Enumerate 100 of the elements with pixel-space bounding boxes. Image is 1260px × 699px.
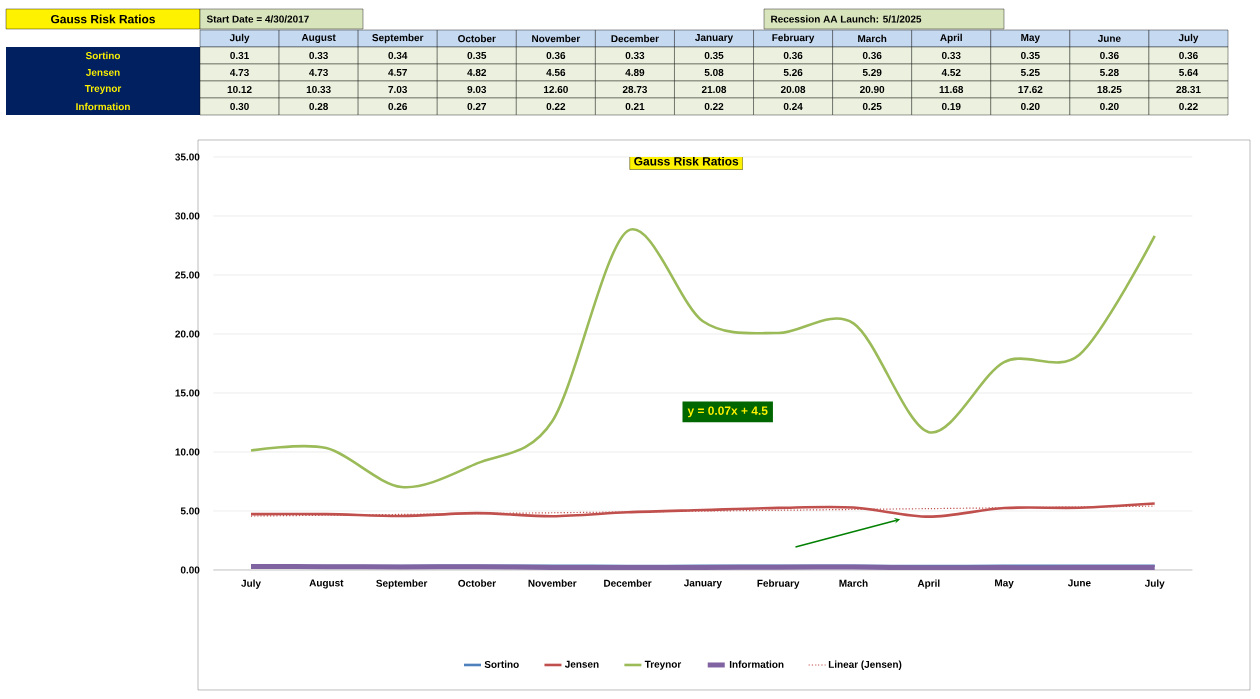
text: Jensen <box>86 69 120 76</box>
chart-title: Gauss Risk Ratios <box>51 14 155 24</box>
x-tick-label: January <box>683 579 722 589</box>
data-label: 4.57 <box>388 69 407 76</box>
x-tick-label: December <box>604 579 652 587</box>
data-label: 5.25 <box>1020 68 1040 77</box>
data-label: 17.62 <box>1018 85 1043 94</box>
data-label: 0.22 <box>1179 102 1198 111</box>
data-label: 11.68 <box>939 85 964 94</box>
data-label: 0.36 <box>783 51 803 60</box>
x-tick-label: March <box>839 579 868 587</box>
legend-label: Information <box>729 660 784 668</box>
data-label: 0.33 <box>625 51 645 60</box>
x-tick-label: June <box>1067 579 1091 587</box>
category-label: March <box>858 34 887 43</box>
data-label: 10.12 <box>227 85 252 94</box>
data-label: 0.27 <box>467 102 487 111</box>
legend-label: Treynor <box>644 660 682 670</box>
data-label: 7.03 <box>388 85 408 94</box>
data-label: 0.19 <box>941 102 961 111</box>
y-tick-label: 15.00 <box>175 389 200 397</box>
data-label: 0.35 <box>1021 51 1040 60</box>
chart-title: Gauss Risk Ratios <box>634 156 739 166</box>
data-label: 0.34 <box>388 51 408 60</box>
y-tick-label: 30.00 <box>175 212 200 220</box>
legend-label: Linear (Jensen) <box>828 660 902 670</box>
text: Recession AA Launch: 5/1/2025 <box>771 15 922 23</box>
x-tick-label: August <box>309 579 344 589</box>
data-label: 28.73 <box>622 85 648 94</box>
category-label: December <box>611 34 659 43</box>
data-label: 0.26 <box>388 102 408 111</box>
data-label: 0.20 <box>1100 102 1119 111</box>
x-tick-label: February <box>757 579 800 589</box>
data-label: 5.29 <box>862 68 882 77</box>
category-label: November <box>532 34 581 43</box>
data-label: 0.35 <box>467 51 487 60</box>
data-label: 5.28 <box>1100 68 1119 77</box>
data-label: 0.25 <box>862 102 882 111</box>
data-label: 10.33 <box>306 85 331 94</box>
data-label: 0.22 <box>704 102 724 111</box>
text: Information <box>76 102 130 111</box>
text: Start Date = 4/30/2017 <box>206 15 309 23</box>
category-label: February <box>772 33 815 44</box>
data-label: 4.73 <box>309 68 328 77</box>
data-label: 0.30 <box>230 102 249 111</box>
data-label: 0.33 <box>309 51 328 60</box>
data-label: 0.36 <box>1179 51 1198 60</box>
data-label: 0.36 <box>862 51 882 60</box>
y-tick-label: 20.00 <box>175 330 200 338</box>
data-label: 9.03 <box>467 85 487 94</box>
data-label: 18.25 <box>1097 85 1122 94</box>
y-tick-label: 25.00 <box>175 271 200 279</box>
y-tick-label: 5.00 <box>180 507 200 515</box>
y-tick-label: 35.00 <box>175 153 200 161</box>
x-tick-label: November <box>528 579 577 587</box>
text: Sortino <box>85 51 121 60</box>
data-label: 0.36 <box>546 51 566 60</box>
data-label: 5.64 <box>1179 68 1199 77</box>
legend-label: Jensen <box>564 660 599 668</box>
data-label: 0.36 <box>1100 51 1119 60</box>
annotation: y = 0.07x + 4.5 <box>687 406 768 418</box>
data-label: 0.22 <box>546 102 566 111</box>
data-label: 20.90 <box>860 85 885 94</box>
legend-label: Sortino <box>484 660 519 668</box>
category-label: August <box>301 34 336 43</box>
data-label: 0.24 <box>783 102 803 111</box>
y-tick-label: 10.00 <box>175 448 200 456</box>
category-label: June <box>1097 35 1121 42</box>
x-tick-label: July <box>1144 579 1165 589</box>
x-tick-label: October <box>458 579 496 587</box>
category-label: July <box>229 33 250 44</box>
x-tick-label: September <box>376 579 428 589</box>
x-tick-label: July <box>241 579 261 589</box>
y-tick-label: 0.00 <box>180 566 200 574</box>
data-label: 4.82 <box>467 68 487 77</box>
data-label: 4.89 <box>625 68 645 77</box>
category-label: April <box>940 33 962 44</box>
category-label: May <box>1021 34 1040 43</box>
data-label: 28.31 <box>1176 85 1201 94</box>
x-tick-label: April <box>917 579 940 589</box>
data-label: 0.35 <box>704 51 724 60</box>
data-label: 0.31 <box>230 51 249 60</box>
data-label: 4.52 <box>941 68 961 77</box>
data-label: 0.28 <box>309 102 329 111</box>
data-label: 12.60 <box>544 85 568 94</box>
data-label: 5.08 <box>704 68 724 77</box>
data-label: 0.33 <box>941 51 961 60</box>
x-tick-label: May <box>995 579 1014 589</box>
category-label: October <box>458 34 496 43</box>
category-label: January <box>695 34 734 43</box>
data-label: 4.56 <box>546 68 566 77</box>
data-label: 20.08 <box>780 85 806 94</box>
category-label: September <box>372 33 424 44</box>
data-label: 5.26 <box>783 68 803 77</box>
data-label: 21.08 <box>701 85 727 94</box>
category-label: July <box>1178 33 1199 44</box>
data-label: 4.73 <box>230 68 249 77</box>
data-label: 0.21 <box>625 102 645 111</box>
text: Treynor <box>84 85 122 94</box>
data-label: 0.20 <box>1021 102 1040 111</box>
